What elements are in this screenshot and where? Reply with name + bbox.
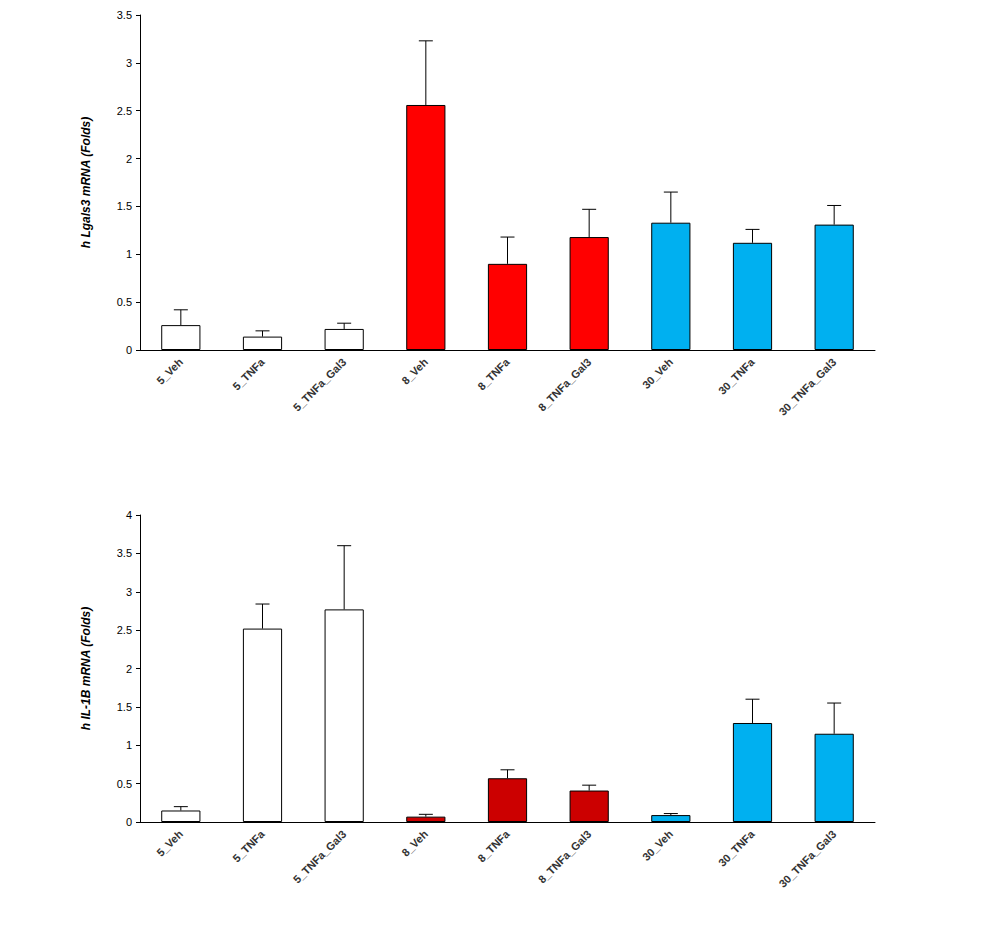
svg-text:1.5: 1.5: [117, 200, 132, 212]
svg-text:30_TNFa_Gal3: 30_TNFa_Gal3: [776, 356, 838, 418]
svg-text:0.5: 0.5: [117, 296, 132, 308]
svg-text:30_TNFa: 30_TNFa: [716, 355, 757, 396]
svg-text:8_TNFa: 8_TNFa: [475, 827, 512, 864]
svg-text:8_TNFa_Gal3: 8_TNFa_Gal3: [536, 828, 594, 886]
svg-text:h IL-1B mRNA (Folds): h IL-1B mRNA (Folds): [79, 607, 93, 731]
svg-text:3: 3: [126, 586, 132, 598]
svg-text:3: 3: [126, 57, 132, 69]
svg-text:1: 1: [126, 739, 132, 751]
svg-text:5_Veh: 5_Veh: [154, 828, 185, 859]
svg-text:5_TNFa: 5_TNFa: [230, 355, 267, 392]
svg-text:5_TNFa: 5_TNFa: [230, 827, 267, 864]
svg-text:5_TNFa_Gal3: 5_TNFa_Gal3: [291, 828, 349, 886]
svg-text:30_TNFa: 30_TNFa: [716, 827, 757, 868]
svg-text:2.5: 2.5: [117, 105, 132, 117]
svg-text:8_Veh: 8_Veh: [399, 356, 430, 387]
svg-text:0: 0: [126, 344, 132, 356]
svg-text:5_TNFa_Gal3: 5_TNFa_Gal3: [291, 356, 349, 414]
svg-text:8_TNFa_Gal3: 8_TNFa_Gal3: [536, 356, 594, 414]
svg-text:1: 1: [126, 248, 132, 260]
svg-text:8_TNFa: 8_TNFa: [475, 355, 512, 392]
svg-text:h Lgals3 mRNA (Folds): h Lgals3 mRNA (Folds): [79, 117, 93, 249]
svg-text:2: 2: [126, 663, 132, 675]
svg-text:2.5: 2.5: [117, 624, 132, 636]
svg-text:1.5: 1.5: [117, 701, 132, 713]
svg-text:30_TNFa_Gal3: 30_TNFa_Gal3: [776, 828, 838, 890]
svg-text:3.5: 3.5: [117, 547, 132, 559]
svg-text:30_Veh: 30_Veh: [640, 356, 675, 391]
svg-text:0: 0: [126, 816, 132, 828]
svg-text:2: 2: [126, 153, 132, 165]
svg-text:0.5: 0.5: [117, 778, 132, 790]
svg-text:5_Veh: 5_Veh: [154, 356, 185, 387]
svg-text:30_Veh: 30_Veh: [640, 828, 675, 863]
svg-text:3.5: 3.5: [117, 9, 132, 21]
svg-text:4: 4: [126, 509, 132, 521]
svg-text:8_Veh: 8_Veh: [399, 828, 430, 859]
